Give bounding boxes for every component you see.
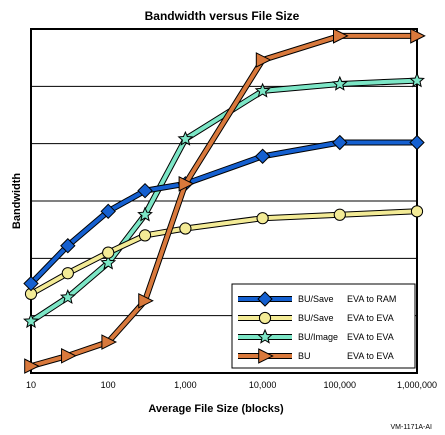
data-point <box>254 82 271 98</box>
legend-series-name: BU/Save <box>298 294 334 304</box>
legend-series-detail: EVA to EVA <box>347 351 394 361</box>
series-line <box>29 78 418 324</box>
x-tick-label: 1,000 <box>174 380 197 390</box>
series-circle <box>24 205 424 300</box>
data-point <box>101 334 118 350</box>
data-point <box>254 148 271 164</box>
legend-series-name: BU/Save <box>298 313 334 323</box>
data-point <box>23 275 39 292</box>
data-point <box>333 28 349 44</box>
x-tick-labels: 10 100 1,000 10,000 100,000 1,000,000 <box>26 380 437 390</box>
data-point <box>138 229 152 242</box>
x-tick-label: 10 <box>26 380 36 390</box>
data-point <box>409 134 425 151</box>
data-point <box>100 254 117 270</box>
data-point <box>61 347 77 364</box>
legend-series-detail: EVA to EVA <box>347 313 394 323</box>
series-line <box>30 209 418 296</box>
data-point <box>257 291 273 307</box>
data-point <box>410 205 424 218</box>
legend-series-name: BU/Image <box>298 332 338 342</box>
series-triangle <box>24 28 426 374</box>
data-point <box>256 212 269 225</box>
data-point <box>102 246 115 259</box>
data-point <box>258 348 274 364</box>
series-line <box>29 140 417 285</box>
x-tick-label: 100,000 <box>324 380 357 390</box>
legend-series-detail: EVA to RAM <box>347 294 396 304</box>
y-axis-label: Bandwidth <box>11 173 23 229</box>
x-tick-label: 1,000,000 <box>397 380 437 390</box>
data-point <box>333 208 346 221</box>
data-point <box>257 328 273 344</box>
data-point <box>331 75 348 91</box>
data-point <box>60 238 76 254</box>
data-point <box>100 203 116 220</box>
series-line <box>30 33 417 369</box>
data-point <box>137 182 153 199</box>
data-point <box>258 311 272 325</box>
x-axis-label: Average File Size (blocks) <box>148 403 284 415</box>
x-tick-label: 100 <box>101 380 116 390</box>
data-point <box>24 358 40 374</box>
legend-series-name: BU <box>298 351 311 361</box>
legend: BU/Save EVA to RAM BU/Save EVA to EVA BU/Ima… <box>231 283 416 369</box>
data-point <box>61 267 74 280</box>
data-point <box>410 28 426 44</box>
data-point <box>255 52 272 68</box>
data-point <box>23 313 39 329</box>
figure-credit: VM-1171A-AI <box>391 424 433 431</box>
data-point <box>137 206 153 222</box>
data-point <box>138 292 154 309</box>
x-tick-label: 10,000 <box>249 380 277 390</box>
series-diamond <box>23 134 425 292</box>
data-point <box>59 288 76 305</box>
data-point <box>178 175 195 192</box>
legend-series-detail: EVA to EVA <box>347 332 394 342</box>
series-star <box>23 72 425 329</box>
data-point <box>179 222 192 235</box>
plot-frame <box>30 28 418 374</box>
series-layer <box>23 28 426 374</box>
data-point <box>177 130 194 146</box>
data-point <box>409 72 425 88</box>
chart-title: Bandwidth versus File Size <box>145 9 300 23</box>
data-point <box>332 134 348 151</box>
